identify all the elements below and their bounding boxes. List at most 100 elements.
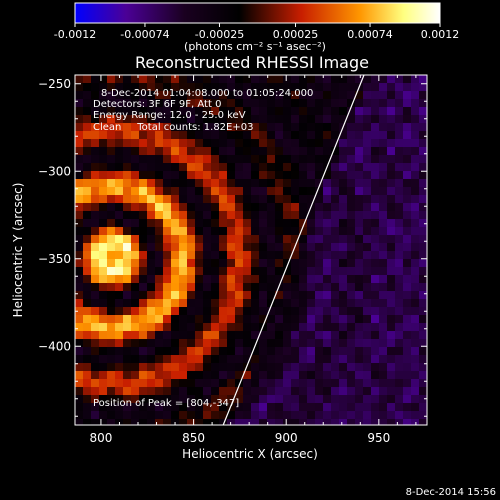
heatmap-cell	[387, 355, 395, 363]
heatmap-cell	[387, 179, 395, 187]
heatmap-cell	[235, 139, 243, 147]
heatmap-cell	[299, 291, 307, 299]
heatmap-cell	[235, 123, 243, 131]
heatmap-cell	[323, 275, 331, 283]
heatmap-cell	[267, 163, 275, 171]
heatmap-cell	[355, 275, 363, 283]
heatmap-cell	[107, 83, 115, 91]
heatmap-cell	[291, 187, 299, 195]
heatmap-cell	[195, 291, 203, 299]
heatmap-cell	[347, 283, 355, 291]
heatmap-cell	[139, 211, 147, 219]
heatmap-cell	[211, 203, 219, 211]
heatmap-cell	[379, 147, 387, 155]
heatmap-cell	[147, 267, 155, 275]
heatmap-cell	[403, 411, 411, 419]
heatmap-cell	[107, 211, 115, 219]
heatmap-cell	[131, 123, 139, 131]
heatmap-cell	[419, 187, 427, 195]
heatmap-cell	[203, 211, 211, 219]
heatmap-cell	[371, 91, 379, 99]
heatmap-cell	[155, 243, 163, 251]
heatmap-cell	[123, 259, 131, 267]
heatmap-cell	[259, 179, 267, 187]
heatmap-cell	[363, 363, 371, 371]
heatmap-cell	[419, 315, 427, 323]
heatmap-cell	[331, 323, 339, 331]
heatmap-cell	[291, 339, 299, 347]
heatmap-cell	[379, 75, 387, 83]
heatmap-cell	[243, 259, 251, 267]
heatmap-cell	[259, 123, 267, 131]
heatmap-cell	[83, 195, 91, 203]
heatmap-cell	[371, 395, 379, 403]
heatmap-cell	[379, 339, 387, 347]
heatmap-cell	[419, 267, 427, 275]
heatmap-cell	[99, 419, 107, 425]
heatmap-cell	[355, 187, 363, 195]
heatmap-cell	[187, 355, 195, 363]
heatmap-cell	[395, 291, 403, 299]
heatmap-cell	[147, 99, 155, 107]
heatmap-cell	[83, 171, 91, 179]
heatmap-cell	[131, 83, 139, 91]
heatmap-cell	[219, 275, 227, 283]
heatmap-cell	[115, 219, 123, 227]
heatmap-cell	[75, 179, 83, 187]
heatmap-cell	[419, 395, 427, 403]
heatmap-cell	[219, 259, 227, 267]
heatmap-cell	[139, 235, 147, 243]
heatmap-cell	[187, 387, 195, 395]
heatmap-cell	[211, 251, 219, 259]
heatmap-cell	[315, 395, 323, 403]
heatmap-cell	[131, 395, 139, 403]
colorbar-tick-label: -0.0012	[54, 28, 96, 41]
heatmap-cell	[75, 283, 83, 291]
heatmap-cell	[307, 291, 315, 299]
heatmap-cell	[243, 107, 251, 115]
heatmap-cell	[291, 323, 299, 331]
heatmap-cell	[267, 235, 275, 243]
heatmap-cell	[259, 355, 267, 363]
heatmap-cell	[99, 355, 107, 363]
heatmap-cell	[83, 187, 91, 195]
heatmap-cell	[379, 315, 387, 323]
heatmap-cell	[195, 387, 203, 395]
heatmap-cell	[227, 227, 235, 235]
heatmap-cell	[123, 411, 131, 419]
heatmap-cell	[139, 195, 147, 203]
heatmap-cell	[203, 299, 211, 307]
heatmap-cell	[275, 291, 283, 299]
heatmap-cell	[243, 163, 251, 171]
heatmap-cell	[203, 291, 211, 299]
heatmap-cell	[275, 75, 283, 83]
annotation-counts: Clean Total counts: 1.82E+03	[93, 122, 253, 133]
heatmap-cell	[211, 83, 219, 91]
heatmap-cell	[131, 243, 139, 251]
heatmap-cell	[163, 251, 171, 259]
heatmap-cell	[123, 115, 131, 123]
heatmap-cell	[99, 315, 107, 323]
heatmap-cell	[419, 195, 427, 203]
heatmap-cell	[179, 331, 187, 339]
heatmap-cell	[307, 339, 315, 347]
heatmap-cell	[259, 339, 267, 347]
heatmap-cell	[339, 251, 347, 259]
heatmap-cell	[211, 411, 219, 419]
heatmap-cell	[251, 339, 259, 347]
heatmap-cell	[163, 83, 171, 91]
heatmap-cell	[283, 123, 291, 131]
heatmap-cell	[91, 283, 99, 291]
heatmap-cell	[235, 419, 243, 425]
heatmap-cell	[267, 315, 275, 323]
heatmap-cell	[283, 91, 291, 99]
heatmap-cell	[123, 355, 131, 363]
heatmap-cell	[243, 115, 251, 123]
heatmap-cell	[355, 411, 363, 419]
heatmap-cell	[267, 291, 275, 299]
heatmap-cell	[371, 283, 379, 291]
heatmap-cell	[251, 107, 259, 115]
heatmap-cell	[219, 363, 227, 371]
heatmap-cell	[235, 219, 243, 227]
heatmap-cell	[179, 219, 187, 227]
